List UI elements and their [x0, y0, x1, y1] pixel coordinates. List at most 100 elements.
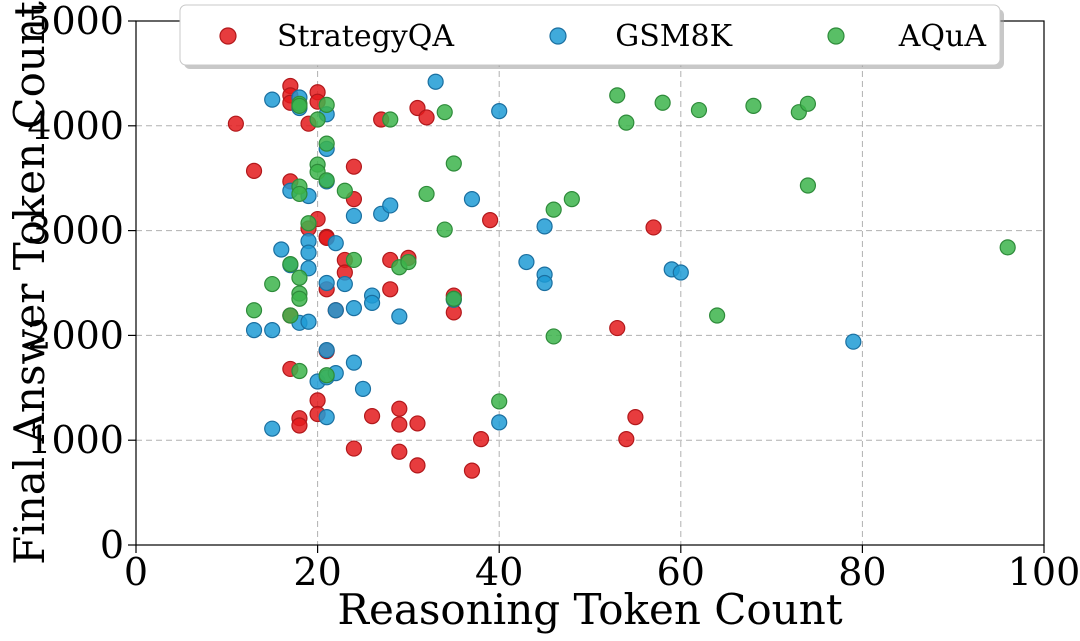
data-point	[427, 73, 444, 90]
data-point	[645, 219, 662, 236]
data-point	[291, 417, 308, 434]
data-point	[345, 251, 363, 269]
data-point	[382, 111, 399, 128]
data-point	[318, 341, 335, 359]
data-point	[318, 274, 335, 292]
data-point	[345, 354, 363, 371]
y-tick-label: 0	[100, 523, 124, 567]
data-point	[536, 274, 553, 292]
data-point	[618, 114, 635, 131]
data-point	[363, 407, 381, 425]
data-point	[291, 185, 308, 203]
x-tick-label: 0	[124, 550, 148, 594]
data-point	[845, 333, 862, 350]
data-point	[382, 197, 399, 214]
data-point	[264, 275, 281, 293]
data-point	[472, 431, 490, 448]
data-point	[318, 367, 335, 384]
data-point	[482, 212, 499, 229]
data-point	[318, 172, 335, 189]
y-tick-label: 5000	[27, 0, 124, 43]
data-point	[491, 414, 508, 431]
data-point	[536, 218, 553, 235]
data-point	[264, 91, 281, 108]
data-point	[391, 400, 408, 417]
data-point	[291, 97, 308, 114]
data-point	[291, 290, 308, 307]
data-point	[799, 177, 817, 194]
y-tick-label: 3000	[27, 209, 124, 253]
data-point	[291, 362, 308, 380]
data-point	[391, 443, 408, 460]
data-point	[409, 415, 426, 432]
data-point	[363, 294, 381, 312]
data-point	[618, 431, 635, 448]
data-point	[627, 409, 644, 426]
data-point	[391, 308, 408, 325]
data-point	[609, 87, 626, 104]
data-point	[345, 207, 363, 225]
data-point	[282, 256, 299, 273]
data-point	[245, 322, 263, 339]
legend-label: AQuA	[898, 19, 987, 54]
data-point	[318, 96, 335, 113]
y-tick-label: 2000	[27, 313, 124, 357]
data-point	[445, 155, 462, 172]
data-point	[291, 269, 308, 286]
y-axis-label: Final Answer Token Count	[5, 1, 54, 565]
data-point	[491, 393, 508, 410]
data-point	[518, 253, 535, 271]
data-point	[999, 239, 1016, 256]
data-point	[318, 409, 335, 426]
legend-label: GSM8K	[615, 19, 732, 54]
data-point	[264, 420, 281, 437]
legend-marker	[549, 27, 567, 45]
data-point	[436, 104, 453, 121]
data-point	[345, 300, 363, 317]
data-point	[545, 201, 562, 218]
data-point	[345, 440, 363, 457]
data-point	[463, 462, 481, 479]
x-tick-label: 20	[293, 550, 341, 594]
y-tick-label: 4000	[27, 104, 124, 148]
legend-label: StrategyQA	[277, 19, 454, 54]
data-point	[445, 290, 462, 307]
y-tick-label: 1000	[27, 418, 124, 462]
data-point	[300, 313, 317, 330]
data-point	[354, 380, 372, 397]
data-point	[382, 281, 399, 298]
data-points	[227, 73, 1016, 479]
x-axis-label: Reasoning Token Count	[337, 585, 842, 634]
legend-box	[179, 4, 1001, 66]
data-point	[672, 264, 689, 281]
data-point	[418, 185, 435, 203]
data-point	[418, 109, 435, 126]
data-point	[545, 328, 562, 345]
data-point	[318, 135, 335, 152]
data-point	[690, 101, 708, 119]
data-point	[273, 241, 290, 258]
data-point	[245, 162, 263, 179]
legend: StrategyQA GSM8K AQuA	[179, 4, 1004, 69]
data-point	[345, 158, 363, 175]
data-point	[409, 457, 426, 474]
data-point	[609, 319, 626, 337]
data-point	[327, 302, 344, 319]
data-point	[745, 97, 762, 114]
data-point	[300, 244, 317, 261]
x-tick-label: 60	[657, 550, 705, 594]
series-aqua	[245, 87, 1016, 410]
data-point	[309, 111, 326, 128]
x-tick-label: 100	[1008, 550, 1080, 594]
legend-marker	[219, 27, 237, 45]
legend-marker	[827, 27, 845, 45]
data-point	[336, 182, 353, 199]
data-point	[563, 191, 580, 208]
x-tick-label: 40	[475, 550, 523, 594]
data-point	[799, 95, 817, 112]
data-point	[264, 322, 281, 339]
data-point	[227, 115, 244, 132]
series-gsm8k	[245, 73, 862, 437]
